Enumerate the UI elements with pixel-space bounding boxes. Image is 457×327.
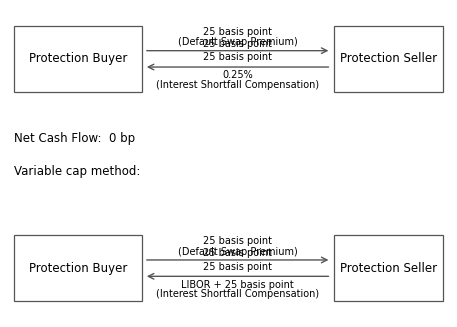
FancyBboxPatch shape [14, 26, 142, 92]
Text: (Default Swap Premium): (Default Swap Premium) [178, 247, 298, 257]
Text: (Interest Shortfall Compensation): (Interest Shortfall Compensation) [156, 289, 319, 300]
Text: 0.25%: 0.25% [222, 70, 253, 80]
Text: (Interest Shortfall Compensation): (Interest Shortfall Compensation) [156, 80, 319, 90]
Text: 25 basis point: 25 basis point [203, 262, 272, 272]
Text: 25 basis point: 25 basis point [203, 27, 272, 37]
Text: 25 basis point: 25 basis point [203, 248, 272, 258]
Text: LIBOR + 25 basis point: LIBOR + 25 basis point [181, 280, 294, 290]
Text: (Default Swap Premium): (Default Swap Premium) [178, 37, 298, 47]
Text: Net Cash Flow:  0 bp: Net Cash Flow: 0 bp [14, 132, 135, 146]
Text: Protection Seller: Protection Seller [340, 52, 437, 65]
FancyBboxPatch shape [14, 235, 142, 301]
Text: Protection Buyer: Protection Buyer [28, 52, 127, 65]
Text: 25 basis point: 25 basis point [203, 52, 272, 62]
Text: 25 basis point: 25 basis point [203, 236, 272, 246]
FancyBboxPatch shape [334, 235, 443, 301]
Text: 25 basis point: 25 basis point [203, 39, 272, 49]
Text: Variable cap method:: Variable cap method: [14, 165, 140, 178]
Text: Protection Seller: Protection Seller [340, 262, 437, 275]
FancyBboxPatch shape [334, 26, 443, 92]
Text: Protection Buyer: Protection Buyer [28, 262, 127, 275]
